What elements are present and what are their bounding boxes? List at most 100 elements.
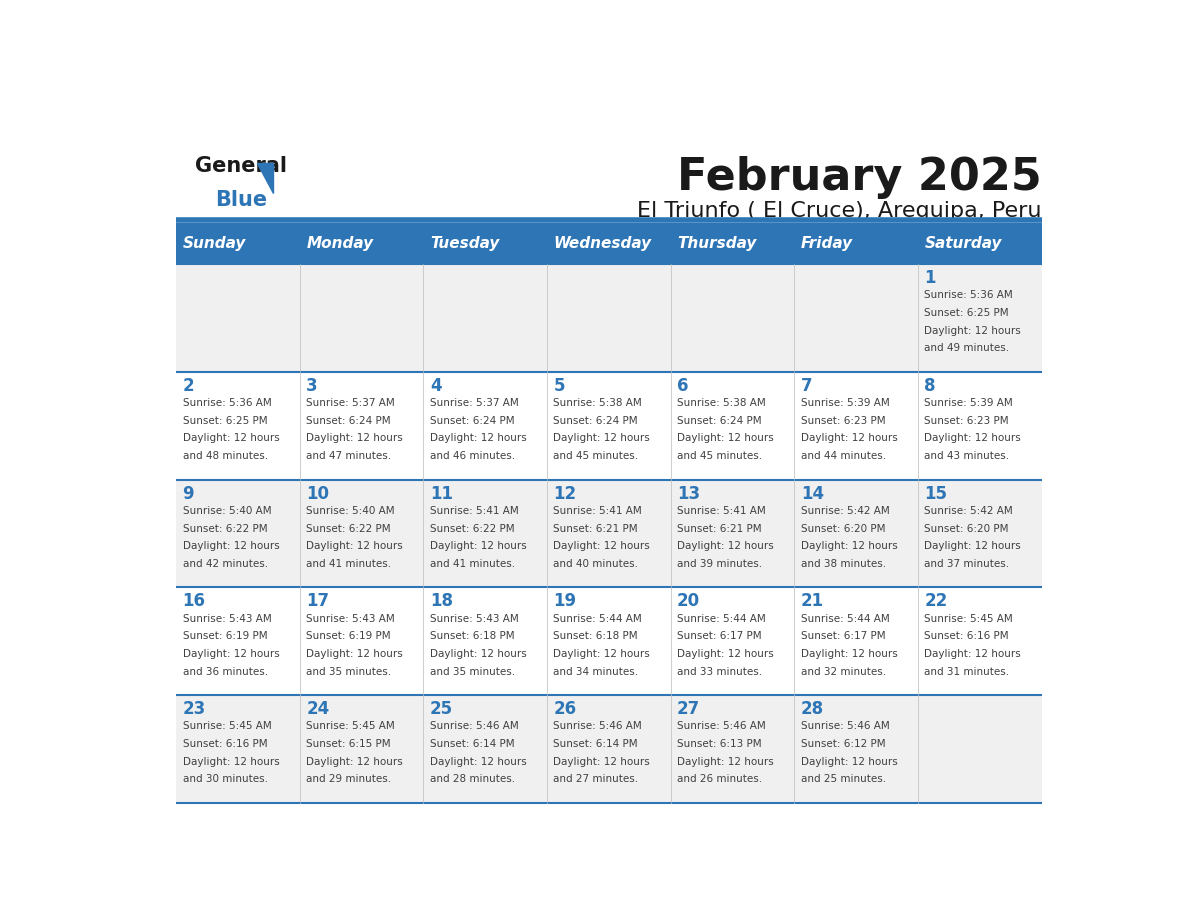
Text: and 47 minutes.: and 47 minutes. [307,451,391,461]
Text: Daylight: 12 hours: Daylight: 12 hours [183,649,279,659]
Text: Sunrise: 5:42 AM: Sunrise: 5:42 AM [801,506,890,516]
Bar [176,264,1042,372]
Text: Daylight: 12 hours: Daylight: 12 hours [183,756,279,767]
Text: Daylight: 12 hours: Daylight: 12 hours [183,433,279,443]
Text: Sunset: 6:15 PM: Sunset: 6:15 PM [307,739,391,749]
Text: Sunrise: 5:45 AM: Sunrise: 5:45 AM [924,613,1013,623]
Text: and 45 minutes.: and 45 minutes. [677,451,763,461]
Text: El Triunfo ( El Cruce), Arequipa, Peru: El Triunfo ( El Cruce), Arequipa, Peru [637,201,1042,220]
Text: 22: 22 [924,592,948,610]
Text: Sunset: 6:22 PM: Sunset: 6:22 PM [430,523,514,533]
Text: and 40 minutes.: and 40 minutes. [554,559,638,569]
Text: Daylight: 12 hours: Daylight: 12 hours [430,542,526,551]
Text: General: General [195,156,286,176]
Text: Sunrise: 5:36 AM: Sunrise: 5:36 AM [924,290,1013,300]
Text: 28: 28 [801,700,823,718]
Text: Sunrise: 5:41 AM: Sunrise: 5:41 AM [430,506,519,516]
Text: Sunset: 6:12 PM: Sunset: 6:12 PM [801,739,885,749]
Text: 25: 25 [430,700,453,718]
Text: Sunset: 6:16 PM: Sunset: 6:16 PM [924,632,1009,642]
Text: Sunset: 6:24 PM: Sunset: 6:24 PM [307,416,391,426]
Text: 17: 17 [307,592,329,610]
Text: Sunset: 6:19 PM: Sunset: 6:19 PM [307,632,391,642]
Text: and 46 minutes.: and 46 minutes. [430,451,514,461]
Text: Sunset: 6:18 PM: Sunset: 6:18 PM [430,632,514,642]
Text: Sunrise: 5:41 AM: Sunrise: 5:41 AM [677,506,766,516]
Text: 9: 9 [183,485,194,503]
Text: and 27 minutes.: and 27 minutes. [554,774,639,784]
Text: Daylight: 12 hours: Daylight: 12 hours [307,433,403,443]
Text: 13: 13 [677,485,700,503]
Text: Sunset: 6:18 PM: Sunset: 6:18 PM [554,632,638,642]
Text: Sunrise: 5:36 AM: Sunrise: 5:36 AM [183,398,271,409]
Text: and 31 minutes.: and 31 minutes. [924,666,1010,677]
Text: Sunset: 6:25 PM: Sunset: 6:25 PM [924,308,1009,318]
Text: 19: 19 [554,592,576,610]
Text: Sunrise: 5:46 AM: Sunrise: 5:46 AM [554,722,643,732]
Text: Sunrise: 5:40 AM: Sunrise: 5:40 AM [307,506,394,516]
Text: and 38 minutes.: and 38 minutes. [801,559,886,569]
Text: Monday: Monday [307,236,373,252]
Text: and 34 minutes.: and 34 minutes. [554,666,639,677]
Text: Sunrise: 5:43 AM: Sunrise: 5:43 AM [183,613,271,623]
Text: Friday: Friday [801,236,853,252]
Text: Daylight: 12 hours: Daylight: 12 hours [554,433,650,443]
Text: 27: 27 [677,700,701,718]
Text: Daylight: 12 hours: Daylight: 12 hours [801,433,897,443]
Text: Sunrise: 5:39 AM: Sunrise: 5:39 AM [801,398,890,409]
Text: and 25 minutes.: and 25 minutes. [801,774,886,784]
Text: Daylight: 12 hours: Daylight: 12 hours [924,433,1022,443]
Text: 2: 2 [183,377,194,395]
Text: and 45 minutes.: and 45 minutes. [554,451,639,461]
Text: Sunrise: 5:38 AM: Sunrise: 5:38 AM [554,398,643,409]
Text: 16: 16 [183,592,206,610]
Text: Sunrise: 5:44 AM: Sunrise: 5:44 AM [801,613,890,623]
Text: and 35 minutes.: and 35 minutes. [307,666,391,677]
Text: Sunset: 6:25 PM: Sunset: 6:25 PM [183,416,267,426]
Text: Daylight: 12 hours: Daylight: 12 hours [924,542,1022,551]
Text: Daylight: 12 hours: Daylight: 12 hours [801,542,897,551]
Text: and 49 minutes.: and 49 minutes. [924,343,1010,353]
Text: 4: 4 [430,377,442,395]
Text: 12: 12 [554,485,576,503]
Text: 18: 18 [430,592,453,610]
Text: and 41 minutes.: and 41 minutes. [430,559,514,569]
Text: and 29 minutes.: and 29 minutes. [307,774,391,784]
Text: Daylight: 12 hours: Daylight: 12 hours [801,649,897,659]
Text: Sunset: 6:13 PM: Sunset: 6:13 PM [677,739,762,749]
Text: Daylight: 12 hours: Daylight: 12 hours [307,542,403,551]
Bar [176,695,1042,803]
Text: Sunset: 6:16 PM: Sunset: 6:16 PM [183,739,267,749]
Text: 21: 21 [801,592,823,610]
Text: Sunrise: 5:46 AM: Sunrise: 5:46 AM [677,722,766,732]
Text: Sunset: 6:14 PM: Sunset: 6:14 PM [430,739,514,749]
Text: Daylight: 12 hours: Daylight: 12 hours [307,649,403,659]
Text: Daylight: 12 hours: Daylight: 12 hours [677,756,773,767]
Text: Sunset: 6:14 PM: Sunset: 6:14 PM [554,739,638,749]
Text: and 32 minutes.: and 32 minutes. [801,666,886,677]
Text: Daylight: 12 hours: Daylight: 12 hours [430,756,526,767]
Text: and 39 minutes.: and 39 minutes. [677,559,763,569]
Text: Sunset: 6:24 PM: Sunset: 6:24 PM [430,416,514,426]
Text: Sunrise: 5:38 AM: Sunrise: 5:38 AM [677,398,766,409]
Text: Sunrise: 5:37 AM: Sunrise: 5:37 AM [430,398,519,409]
Text: Daylight: 12 hours: Daylight: 12 hours [924,649,1022,659]
Text: Sunset: 6:22 PM: Sunset: 6:22 PM [183,523,267,533]
Text: Daylight: 12 hours: Daylight: 12 hours [430,649,526,659]
Text: 1: 1 [924,269,936,287]
Text: 15: 15 [924,485,947,503]
Text: and 43 minutes.: and 43 minutes. [924,451,1010,461]
Text: Tuesday: Tuesday [430,236,499,252]
Text: and 36 minutes.: and 36 minutes. [183,666,267,677]
Text: Saturday: Saturday [924,236,1001,252]
Text: Daylight: 12 hours: Daylight: 12 hours [677,433,773,443]
Text: and 42 minutes.: and 42 minutes. [183,559,267,569]
Text: Sunset: 6:24 PM: Sunset: 6:24 PM [677,416,762,426]
Text: Daylight: 12 hours: Daylight: 12 hours [924,326,1022,336]
Text: Daylight: 12 hours: Daylight: 12 hours [307,756,403,767]
Text: Sunrise: 5:44 AM: Sunrise: 5:44 AM [554,613,643,623]
Text: Daylight: 12 hours: Daylight: 12 hours [801,756,897,767]
Text: and 41 minutes.: and 41 minutes. [307,559,391,569]
Text: Sunrise: 5:39 AM: Sunrise: 5:39 AM [924,398,1013,409]
Text: Sunset: 6:17 PM: Sunset: 6:17 PM [801,632,885,642]
